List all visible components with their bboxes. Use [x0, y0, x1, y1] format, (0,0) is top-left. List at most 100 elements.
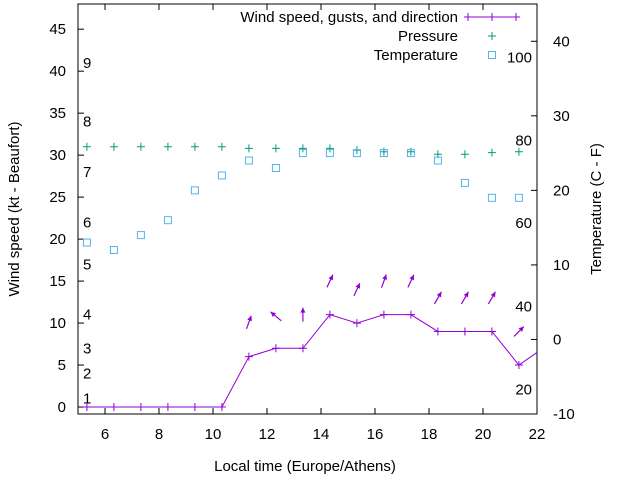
wind-direction-arrow-head: [328, 274, 334, 281]
wind-direction-arrow-head: [382, 274, 387, 281]
wind-direction-arrow-head: [270, 311, 276, 317]
legend-sample-wind-tick: [512, 13, 520, 21]
beaufort-label: 7: [83, 164, 91, 181]
beaufort-label: 9: [83, 55, 91, 72]
pressure-point: [190, 142, 199, 151]
legend-sample-temperature: [488, 51, 496, 59]
wind-speed-point: [406, 310, 415, 319]
wind-direction-arrow-head: [247, 315, 252, 322]
wind-direction-arrow: [245, 315, 252, 330]
wind-speed-point: [325, 310, 334, 319]
y-tick-label: 30: [49, 147, 66, 164]
wind-speed-point: [109, 403, 118, 412]
wind-direction-arrow: [487, 291, 496, 305]
y-tick-label: 10: [49, 315, 66, 332]
wind-speed-point: [487, 327, 496, 336]
pressure-point: [244, 144, 253, 153]
temperature-point: [460, 178, 469, 187]
pressure-point: [325, 144, 334, 153]
legend: Wind speed, gusts, and direction Pressur…: [240, 9, 458, 64]
y-tick-label: 40: [49, 63, 66, 80]
pressure-point: [109, 142, 118, 151]
wind-speed-point: [379, 310, 388, 319]
wind-speed-point: [433, 327, 442, 336]
y-tick-label: 15: [49, 273, 66, 290]
temperature-point: [352, 149, 361, 158]
x-tick-label: 6: [101, 426, 109, 443]
wind-direction-arrow-head: [300, 307, 306, 313]
wind-direction-arrow: [433, 291, 442, 305]
temperature-point: [217, 171, 226, 180]
fahrenheit-label: 80: [515, 132, 532, 149]
wind-speed-point: [217, 403, 226, 412]
wind-direction-arrow: [300, 307, 306, 322]
fahrenheit-label: 100: [507, 50, 532, 67]
temperature-point: [298, 149, 307, 158]
x-tick-label: 20: [475, 426, 492, 443]
y-tick-label: 20: [49, 231, 66, 248]
y-tick-label: 35: [49, 105, 66, 122]
wind-direction-arrow: [513, 326, 525, 337]
y-tick-label: 0: [58, 399, 66, 416]
wind-speed-point: [514, 361, 523, 370]
pressure-point: [82, 142, 91, 151]
wind-speed-point: [163, 403, 172, 412]
wind-speed-point: [298, 344, 307, 353]
wind-direction-arrow: [460, 291, 469, 305]
fahrenheit-label: 60: [515, 215, 532, 232]
temperature-point: [163, 216, 172, 225]
wind-direction-arrow-head: [490, 291, 496, 298]
y2-tick-label: 30: [553, 108, 570, 125]
pressure-point: [298, 144, 307, 153]
temperature-point: [433, 156, 442, 165]
legend-sample-pressure: [488, 32, 496, 40]
pressure-point: [487, 148, 496, 157]
beaufort-label: 3: [83, 340, 91, 357]
y-tick-label: 25: [49, 189, 66, 206]
temperature-point: [487, 193, 496, 202]
wind-speed-point: [271, 344, 280, 353]
wind-direction-arrow-head: [436, 291, 442, 298]
x-tick-label: 18: [421, 426, 438, 443]
temperature-point: [244, 156, 253, 165]
temperature-point: [82, 238, 91, 247]
y2-tick-label: 20: [553, 182, 570, 199]
wind-direction-arrow: [270, 311, 282, 322]
beaufort-label: 8: [83, 114, 91, 131]
beaufort-label: 1: [83, 391, 91, 408]
y-tick-label: 5: [58, 357, 66, 374]
temperature-point: [271, 164, 280, 172]
y2-axis-label: Temperature (C - F): [588, 143, 605, 275]
temperature-point: [406, 149, 415, 158]
wind-speed-line: [86, 314, 538, 408]
wind-speed-point: [244, 352, 253, 361]
legend-label-wind: Wind speed, gusts, and direction: [240, 9, 458, 26]
y2-tick-label: -10: [553, 406, 575, 423]
wind-direction-arrow-head: [355, 283, 361, 289]
y-tick-label: 45: [49, 21, 66, 38]
beaufort-label: 4: [83, 307, 91, 324]
pressure-point: [460, 150, 469, 159]
y-axis-label: Wind speed (kt - Beaufort): [6, 121, 23, 296]
pressure-point: [271, 144, 280, 153]
pressure-point: [136, 142, 145, 151]
temperature-point: [136, 231, 145, 240]
fahrenheit-label: 20: [515, 381, 532, 398]
beaufort-label: 5: [83, 256, 91, 273]
wind-speed-point: [136, 403, 145, 412]
temperature-point: [514, 193, 523, 202]
y2-tick-label: 10: [553, 257, 570, 274]
beaufort-label: 6: [83, 214, 91, 231]
beaufort-label: 2: [83, 365, 91, 382]
wind-direction-arrow-head: [518, 326, 524, 332]
pressure-point: [352, 146, 361, 155]
legend-sample-wind-point: [488, 13, 496, 21]
fahrenheit-label: 40: [515, 299, 532, 316]
pressure-point: [163, 142, 172, 151]
x-tick-label: 16: [367, 426, 384, 443]
wind-direction-arrow-head: [409, 274, 415, 281]
temperature-point: [379, 149, 388, 158]
x-axis-label: Local time (Europe/Athens): [214, 458, 396, 475]
wind-direction-arrow: [380, 274, 387, 288]
